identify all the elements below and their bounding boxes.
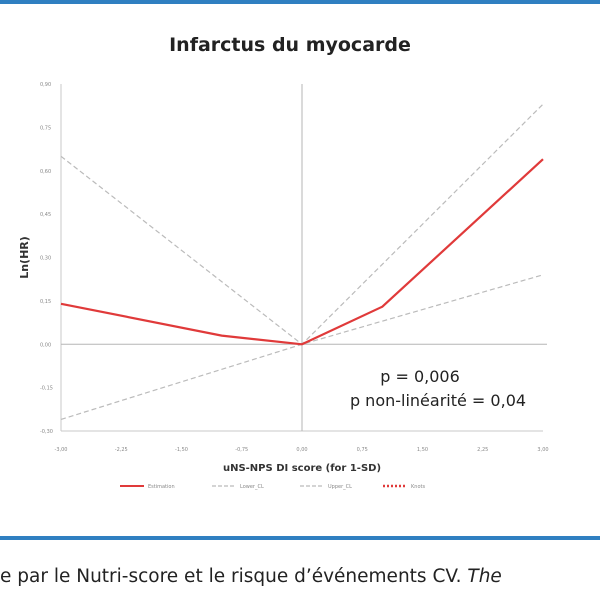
y-tick-label: 0,00 [40, 342, 51, 348]
y-tick-label: 0,15 [40, 299, 51, 305]
x-tick-label: -1,50 [175, 447, 188, 453]
x-axis-title: uNS-NPS DI score (for 1-SD) [223, 463, 381, 474]
caption-italic-text: The [467, 566, 502, 587]
x-tick-label: -0,75 [235, 447, 248, 453]
x-tick-label: -3,00 [55, 447, 68, 453]
p-value-annotation: p = 0,006 [380, 367, 460, 386]
y-tick-label: -0,15 [40, 386, 53, 392]
y-tick-label: 0,90 [40, 82, 51, 88]
chart-title: Infarctus du myocarde [169, 34, 411, 56]
legend-label: Lower_CL [240, 484, 264, 490]
y-tick-label: 0,75 [40, 125, 51, 131]
p-nonlinearity-annotation: p non-linéarité = 0,04 [350, 391, 526, 410]
x-tick-label: 3,00 [537, 447, 548, 453]
y-tick-label: 0,45 [40, 212, 51, 218]
x-tick-label: 2,25 [477, 447, 488, 453]
y-tick-label: -0,30 [40, 429, 53, 435]
x-tick-label: -2,25 [115, 447, 128, 453]
x-tick-label: 0,00 [296, 447, 307, 453]
series-line-estimation [60, 158, 544, 346]
x-tick-label: 0,75 [357, 447, 368, 453]
legend-label: Knots [411, 484, 425, 490]
y-tick-label: 0,60 [40, 169, 51, 175]
caption-text: e par le Nutri-score et le risque d’évén… [0, 566, 468, 587]
legend-label: Upper_CL [328, 484, 352, 490]
top-border [0, 0, 600, 4]
figure-caption: e par le Nutri-score et le risque d’évén… [0, 566, 600, 594]
x-tick-label: 1,50 [417, 447, 428, 453]
bottom-border [0, 536, 600, 540]
chart-panel [0, 4, 600, 536]
y-axis-title: Ln(HR) [18, 236, 31, 279]
line-chart: -0,30 -0,15 0,00 0,15 0,30 0,45 0,60 0,75 0,90 -3… [18, 82, 549, 490]
y-tick-label: 0,30 [40, 256, 51, 262]
legend-label: Estimation [148, 484, 175, 490]
